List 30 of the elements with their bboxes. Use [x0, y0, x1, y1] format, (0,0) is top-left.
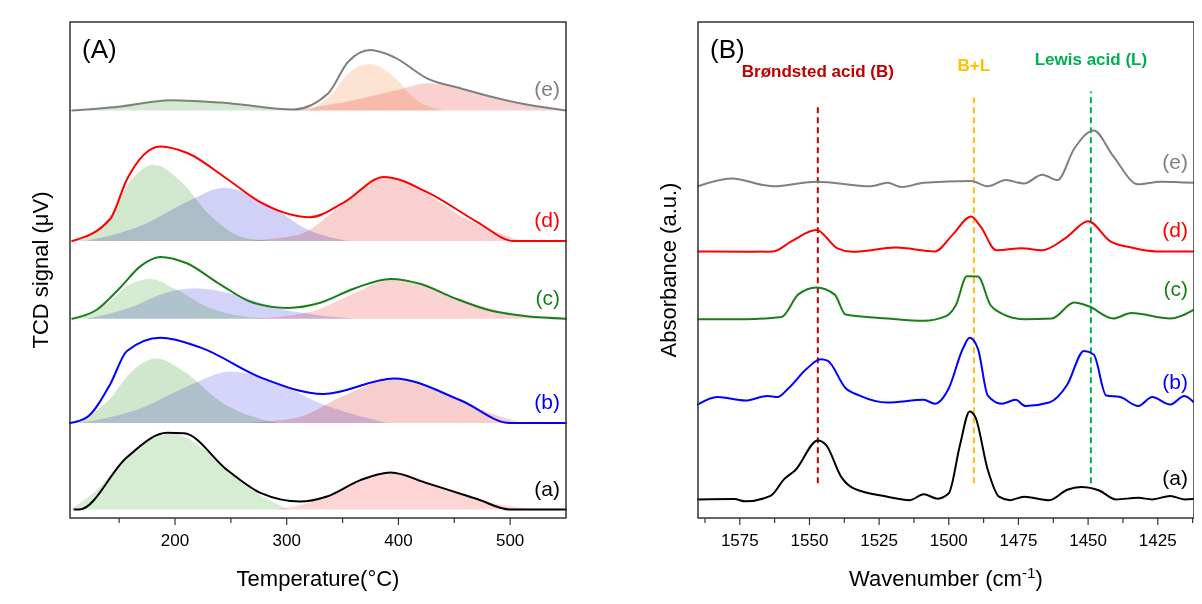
series-label: (c)	[1163, 276, 1188, 300]
series-label: (b)	[534, 390, 560, 414]
x-tick-label: 1550	[790, 531, 829, 550]
series-label: (e)	[534, 77, 560, 101]
series-label: (b)	[1162, 369, 1188, 393]
x-tick-label: 1425	[1138, 531, 1177, 550]
y-axis-title: TCD signal (μV)	[28, 191, 53, 349]
x-tick-label: 1500	[929, 531, 968, 550]
x-tick-label: 300	[272, 531, 301, 550]
x-tick-label: 1475	[999, 531, 1038, 550]
series-label: (a)	[534, 476, 560, 500]
x-tick-label: 500	[495, 531, 525, 550]
x-axis-title: Temperature(°C)	[236, 566, 400, 591]
text: (B)	[710, 34, 745, 64]
x-tick-label: 200	[160, 531, 190, 550]
y-axis-title: Absorbance (a.u.)	[656, 182, 681, 358]
x-tick-label: 400	[384, 531, 413, 550]
x-tick-label: 1575	[720, 531, 759, 550]
series-label: (a)	[1162, 466, 1188, 490]
series-label: (c)	[535, 285, 560, 309]
series-label: (d)	[534, 207, 560, 231]
series-label: (e)	[1162, 149, 1188, 173]
ref-line-label: Brøndsted acid (B)	[741, 62, 894, 82]
series-label: (d)	[1162, 218, 1188, 242]
annotation: (A)	[82, 34, 117, 64]
x-tick-label: 1450	[1069, 531, 1108, 550]
x-tick-label: 1525	[860, 531, 899, 550]
ref-line-label: B+L	[957, 56, 991, 76]
x-axis-title: Wavenumber (cm$^{-1}$)	[849, 563, 1043, 591]
ref-line-label: Lewis acid (L)	[1034, 50, 1148, 70]
